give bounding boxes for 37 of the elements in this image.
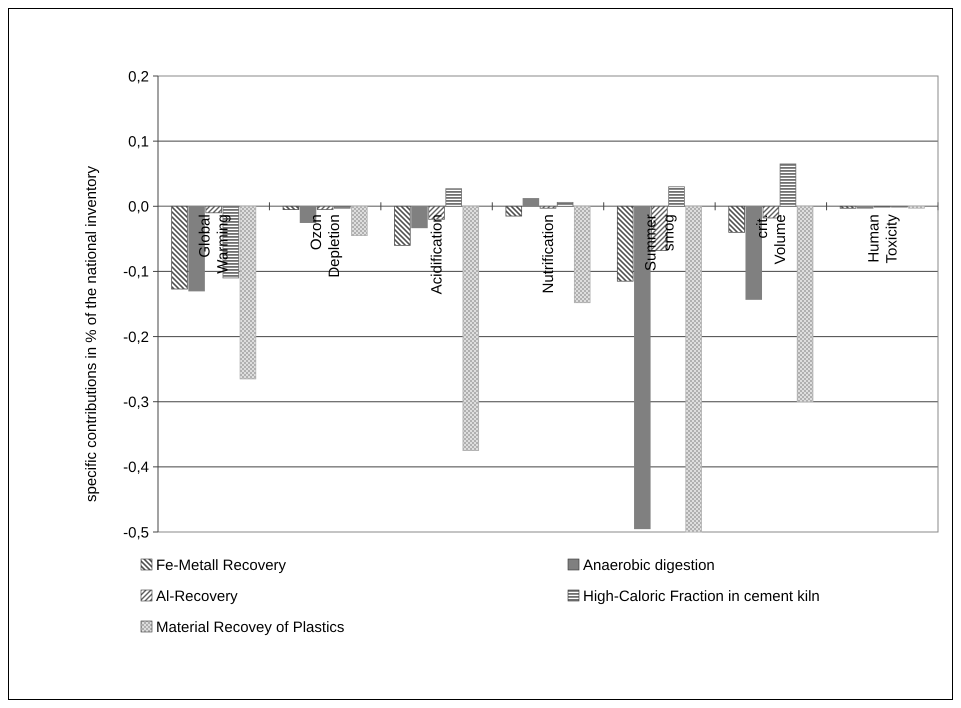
x-tick-label: Global Warming <box>196 214 232 274</box>
y-tick-label: -0,3 <box>123 394 149 411</box>
bar <box>445 188 462 207</box>
bar <box>240 206 256 380</box>
x-tick-label: Ozon Depletion <box>308 214 344 278</box>
y-tick-label: -0,4 <box>123 459 149 476</box>
bar <box>796 206 814 402</box>
legend-label: Fe-Metall Recovery <box>156 557 287 574</box>
bar <box>316 206 334 210</box>
legend-label: Anaerobic digestion <box>583 557 715 574</box>
bar <box>462 206 480 451</box>
y-axis-title: specific contributions in % of the national inventory <box>83 165 100 502</box>
bar <box>506 206 522 216</box>
x-tick-label: crit. Volume <box>754 214 789 264</box>
bar <box>205 206 222 214</box>
y-tick-label: -0,5 <box>123 524 149 542</box>
x-tick-label: Summer smog <box>642 214 678 271</box>
bar <box>574 206 590 304</box>
legend-label: Material Recovey of Plastics <box>156 619 344 636</box>
legend-label: Al-Recovery <box>156 588 238 605</box>
bar <box>282 206 300 210</box>
bar <box>556 202 574 207</box>
y-tick-label: -0,1 <box>123 264 149 281</box>
bar <box>351 206 368 236</box>
y-tick-label: 0,1 <box>128 133 149 150</box>
legend-label: High-Caloric Fraction in cement kiln <box>583 588 820 605</box>
x-tick-label: Acidification <box>428 214 446 294</box>
x-tick-label: Human Toxicity <box>865 214 900 264</box>
bar <box>728 206 745 233</box>
bar <box>685 206 702 532</box>
bar <box>780 164 796 207</box>
y-tick-label: 0,0 <box>128 198 149 216</box>
y-tick-label: 0,2 <box>128 68 149 86</box>
y-tick-label: -0,2 <box>123 328 149 346</box>
bar <box>394 206 411 246</box>
x-tick-label: Nutrification <box>540 214 557 294</box>
bar <box>668 186 685 207</box>
